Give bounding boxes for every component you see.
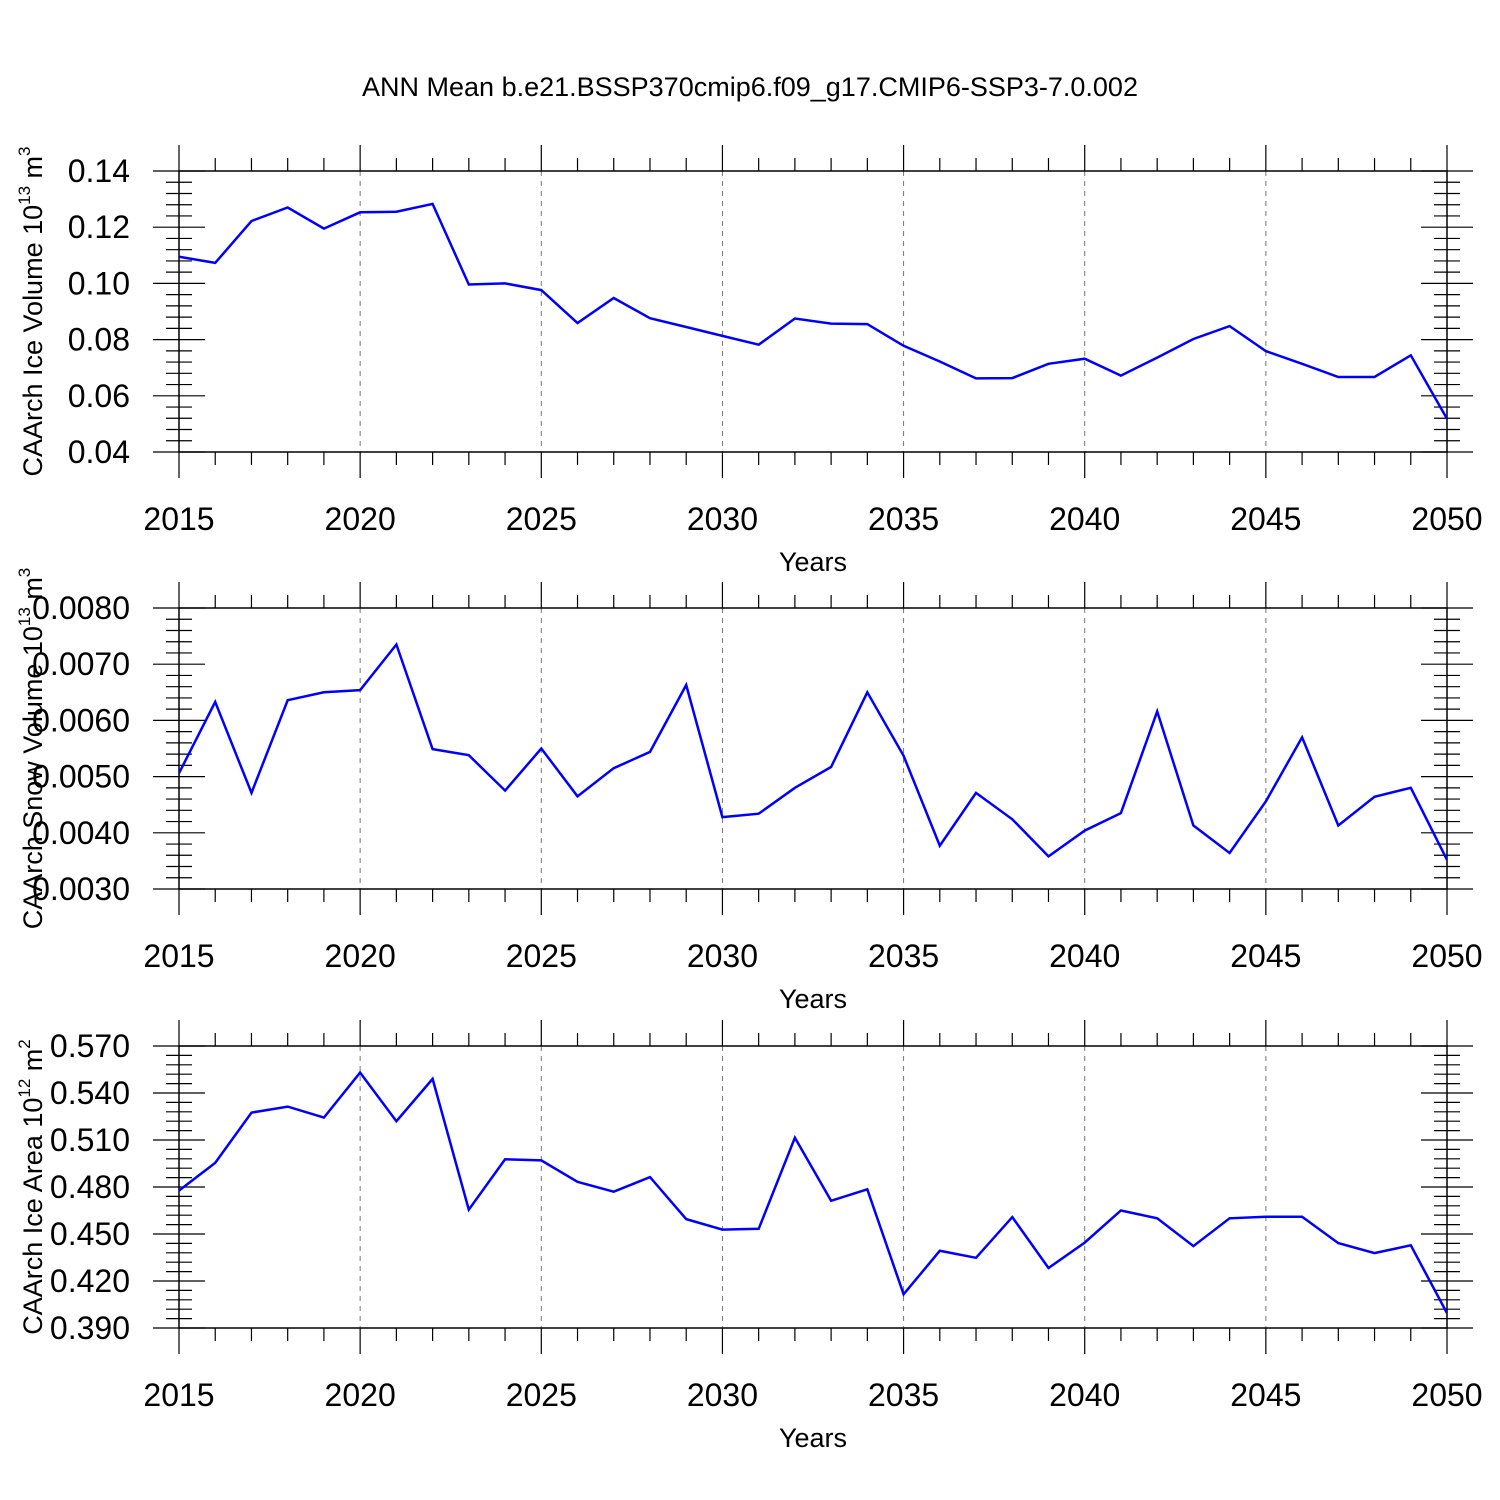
y-tick-label: 0.0060 [32, 702, 130, 738]
plot-frame [178, 1045, 1448, 1329]
y-axis-label: CAArch Ice Volume 1013 m3 [15, 146, 48, 476]
y-tick-label: 0.480 [50, 1169, 130, 1205]
y-tick-label: 0.06 [68, 378, 130, 414]
x-axis-label: Years [779, 547, 847, 577]
x-tick-label: 2015 [143, 938, 214, 974]
y-tick-label: 0.450 [50, 1216, 130, 1252]
x-tick-label: 2050 [1411, 1377, 1482, 1413]
x-axis-label: Years [779, 1423, 847, 1453]
series-line [179, 641, 1447, 861]
y-tick-label: 0.420 [50, 1263, 130, 1299]
plot-frame [178, 607, 1448, 890]
y-tick-label: 0.570 [50, 1028, 130, 1064]
x-axis-label: Years [779, 984, 847, 1014]
x-tick-label: 2030 [687, 938, 758, 974]
y-tick-label: 0.12 [68, 209, 130, 245]
x-tick-label: 2040 [1049, 501, 1120, 537]
x-tick-label: 2035 [868, 938, 939, 974]
y-tick-label: 0.0040 [32, 815, 130, 851]
y-tick-label: 0.0050 [32, 759, 130, 795]
x-tick-label: 2015 [143, 501, 214, 537]
x-tick-label: 2045 [1230, 938, 1301, 974]
y-tick-label: 0.540 [50, 1075, 130, 1111]
x-tick-label: 2030 [687, 1377, 758, 1413]
x-tick-label: 2045 [1230, 1377, 1301, 1413]
panel-3: 0.390 0.420 0.450 0.480 0.510 0.540 0.570 2015 2… [15, 1020, 1483, 1453]
y-tick-label: 0.0070 [32, 646, 130, 682]
x-tick-label: 2040 [1049, 938, 1120, 974]
x-tick-label: 2050 [1411, 938, 1482, 974]
chart-title: ANN Mean b.e21.BSSP370cmip6.f09_g17.CMIP… [362, 72, 1138, 102]
x-tick-label: 2035 [868, 1377, 939, 1413]
y-tick-label: 0.390 [50, 1310, 130, 1346]
y-tick-label: 0.10 [68, 265, 130, 301]
y-tick-label: 0.510 [50, 1122, 130, 1158]
series-line [179, 202, 1447, 420]
x-tick-label: 2025 [506, 501, 577, 537]
x-tick-label: 2025 [506, 1377, 577, 1413]
y-tick-label: 0.0030 [32, 871, 130, 907]
y-tick-label: 0.08 [68, 322, 130, 358]
x-tick-label: 2050 [1411, 501, 1482, 537]
x-tick-label: 2020 [325, 938, 396, 974]
plot-frame [178, 170, 1448, 453]
x-tick-label: 2020 [325, 501, 396, 537]
x-tick-label: 2025 [506, 938, 577, 974]
y-tick-label: 0.0080 [32, 590, 130, 626]
x-tick-label: 2045 [1230, 501, 1301, 537]
x-tick-label: 2015 [143, 1377, 214, 1413]
panel-1: 0.04 0.06 0.08 0.10 0.12 0.14 2015 2020 2025 2030… [15, 145, 1483, 577]
y-tick-label: 0.14 [68, 153, 130, 189]
y-axis-label: CAArch Ice Area 1012 m2 [15, 1039, 48, 1335]
y-tick-label: 0.04 [68, 434, 130, 470]
y-axis-label: CAArch Snow Volume 1013 m3 [15, 568, 48, 930]
series-line [179, 1070, 1447, 1314]
x-tick-label: 2030 [687, 501, 758, 537]
x-tick-label: 2035 [868, 501, 939, 537]
x-tick-label: 2020 [325, 1377, 396, 1413]
panel-2: 0.0030 0.0040 0.0050 0.0060 0.0070 0.0080 2015… [15, 568, 1483, 1014]
x-tick-label: 2040 [1049, 1377, 1120, 1413]
